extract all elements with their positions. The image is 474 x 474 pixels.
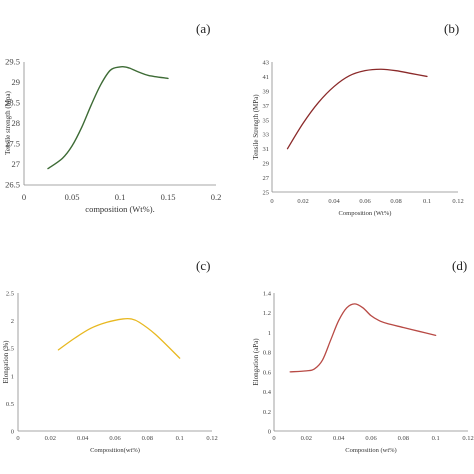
panel-label: (a) [196, 21, 210, 36]
y-tick-label: 2.5 [6, 291, 14, 298]
x-tick-label: 0.02 [45, 435, 56, 442]
y-tick-label: 1.2 [263, 310, 271, 317]
y-tick-label: 41 [263, 74, 270, 81]
y-tick-label: 26.5 [5, 180, 20, 190]
chart-panel-4: 0 0.2 0.4 0.6 0.8 1 1.2 1.4 0 0.02 0.04 0.06 0.08 0.1… [252, 258, 474, 454]
y-tick-label: 0.4 [263, 389, 272, 396]
x-tick-label: 0.02 [297, 198, 308, 205]
x-tick-label: 0.04 [333, 435, 345, 442]
x-tick-label: 0.08 [398, 435, 409, 442]
x-tick-label: 0.1 [423, 198, 431, 205]
x-axis-label: Composition (wt%) [345, 447, 396, 454]
x-tick-label: 0.2 [211, 192, 222, 202]
y-axis-label: Tensile Strength (MPa) [252, 94, 260, 160]
x-tick-label: 0.08 [390, 198, 401, 205]
x-tick-label: 0 [270, 198, 273, 205]
y-tick-label: 27 [12, 159, 21, 169]
y-tick-label: 28 [12, 118, 21, 128]
x-axis-label: composition (Wt%). [85, 204, 154, 214]
x-axis-label: Composition (Wt%) [339, 210, 392, 217]
x-tick-label: 0.04 [328, 198, 340, 205]
x-tick-label: 0 [22, 192, 26, 202]
x-tick-label: 0.02 [301, 435, 312, 442]
x-tick-label: 0.1 [115, 192, 126, 202]
x-tick-label: 0.15 [161, 192, 176, 202]
x-tick-label: 0.06 [359, 198, 371, 205]
series-line-1 [286, 68, 428, 150]
x-tick-label: 0.12 [452, 198, 463, 205]
y-tick-label: 1.5 [6, 346, 14, 353]
y-tick-label: 28.5 [5, 98, 20, 108]
x-tick-label: 0.05 [65, 192, 80, 202]
y-tick-label: 0 [11, 429, 14, 436]
x-tick-label: 0.08 [142, 435, 153, 442]
x-tick-label: 0 [272, 435, 275, 442]
y-tick-label: 33 [263, 132, 270, 139]
y-tick-label: 29 [263, 161, 270, 168]
series-line-1 [47, 65, 169, 170]
y-tick-label: 27.5 [5, 139, 20, 149]
chart-panel-3: 0 0.5 1 1.5 2 2.5 0 0.02 0.04 0.06 0.08 0.1 0.12 Comp… [2, 258, 218, 454]
chart-panel-2: 25 27 29 31 33 35 37 39 41 43 0 0.02 0.04 0.06 0.08 0.1… [252, 21, 464, 217]
panel-label: (c) [196, 258, 210, 273]
y-tick-label: 29 [12, 77, 21, 87]
y-tick-label: 39 [263, 88, 270, 95]
y-tick-label: 0.8 [263, 350, 271, 357]
y-tick-label: 25 [263, 190, 270, 197]
y-tick-label: 43 [263, 60, 270, 67]
y-tick-label: 0.6 [263, 369, 272, 376]
y-tick-label: 2 [11, 318, 14, 325]
y-tick-label: 27 [263, 175, 270, 182]
x-tick-label: 0.1 [432, 435, 440, 442]
chart-panel-1: 26.5 27 27.5 28 28.5 29 29.5 0 0.05 0.1 0.15 0.2 com… [4, 21, 221, 214]
y-tick-label: 0.5 [6, 401, 14, 408]
y-tick-label: 1 [11, 373, 14, 380]
x-tick-label: 0 [16, 435, 19, 442]
y-tick-label: 1.4 [263, 291, 272, 298]
x-tick-label: 0.06 [365, 435, 377, 442]
x-tick-label: 0.12 [462, 435, 473, 442]
series-line-1 [57, 317, 181, 359]
y-tick-label: 1 [268, 330, 271, 337]
y-axis-label: Elongation (%) [2, 340, 10, 384]
panel-label: (b) [444, 21, 459, 36]
y-tick-label: 29.5 [5, 57, 20, 67]
y-axis-label: Tensile strength (Mpa) [4, 91, 12, 155]
y-tick-label: 0.2 [263, 409, 271, 416]
x-tick-label: 0.06 [109, 435, 121, 442]
panel-label: (d) [452, 258, 467, 273]
y-tick-label: 31 [263, 146, 270, 153]
y-tick-label: 35 [263, 117, 270, 124]
x-tick-label: 0.12 [206, 435, 217, 442]
x-tick-label: 0.04 [77, 435, 89, 442]
y-axis-label: Elongation (aPa) [252, 338, 260, 386]
y-tick-label: 37 [263, 103, 270, 110]
y-tick-label: 0 [268, 429, 271, 436]
series-line-1 [289, 303, 437, 373]
x-axis-label: Composition(wt%) [90, 447, 140, 454]
x-tick-label: 0.1 [176, 435, 184, 442]
